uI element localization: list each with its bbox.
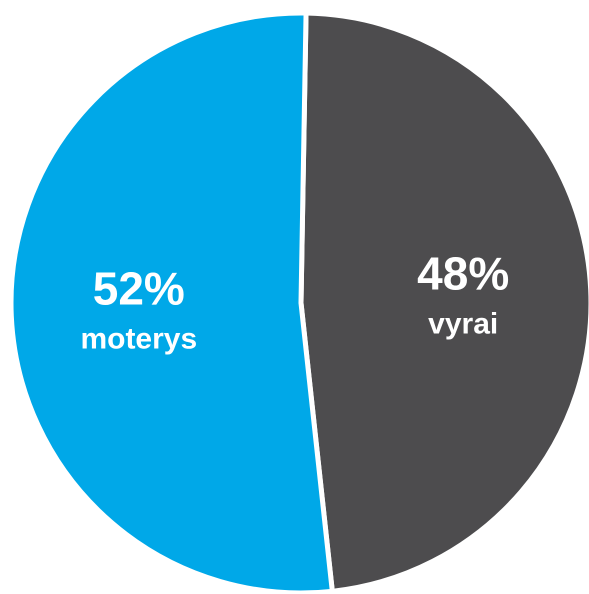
slice-category-label: moterys — [80, 322, 197, 355]
slice-percent-label: 48% — [417, 248, 509, 300]
slice-category-label: vyrai — [428, 308, 498, 341]
pie-slices — [8, 10, 589, 594]
pie-slice-moterys — [8, 10, 335, 594]
slice-percent-label: 52% — [93, 262, 185, 314]
pie-labels: 48% vyrai 52% moterys — [80, 248, 509, 356]
pie-slice-vyrai — [298, 10, 589, 594]
